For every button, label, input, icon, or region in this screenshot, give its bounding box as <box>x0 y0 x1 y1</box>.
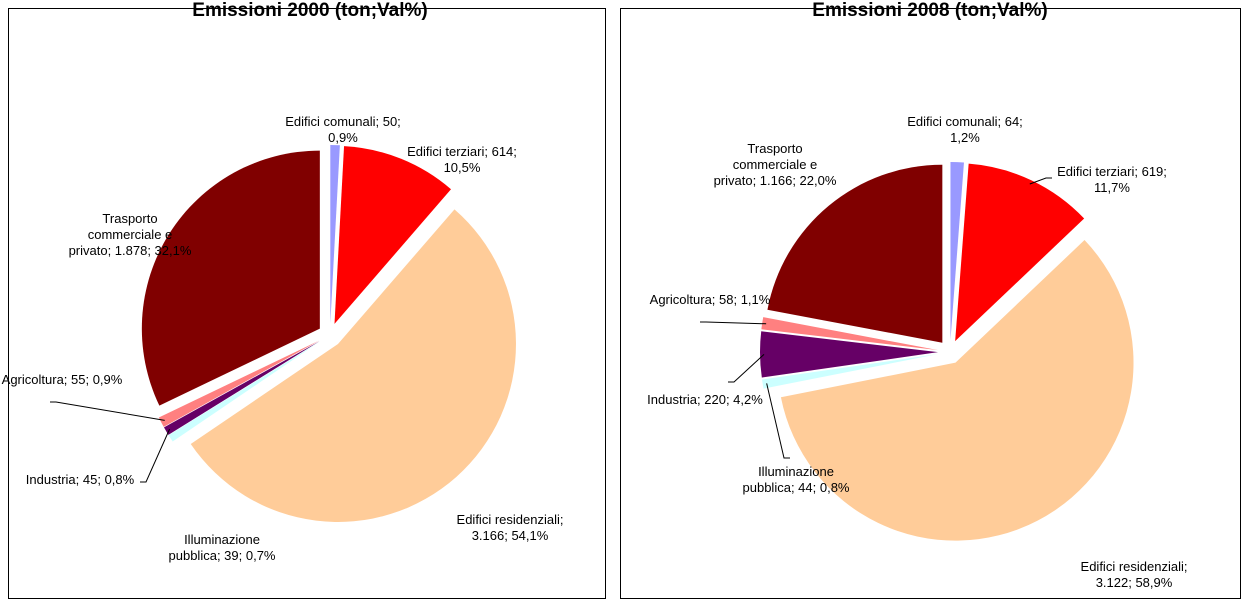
pie-slice <box>780 240 1134 541</box>
data-label: Edifici residenziali; 3.166; 54,1% <box>456 512 564 543</box>
leader-line <box>766 383 790 459</box>
pie-slice <box>190 209 516 522</box>
data-label: Edifici comunali; 64; 1,2% <box>907 114 1023 145</box>
pie-slice <box>950 162 964 341</box>
leader-line <box>1029 177 1052 185</box>
chart-title: Emissioni 2008 (ton;Val%) <box>812 0 1048 21</box>
leader-line <box>700 321 767 325</box>
data-label: Edifici residenziali; 3.122; 58,9% <box>1080 559 1188 590</box>
leader-line <box>728 354 765 383</box>
pie-slice <box>334 146 451 324</box>
pie-slice <box>761 354 939 389</box>
pie-slice <box>761 317 939 351</box>
data-label: Agricoltura; 58; 1,1% <box>649 292 771 307</box>
pie-slice <box>330 145 340 324</box>
pie-slice <box>955 163 1085 342</box>
pie-slice <box>767 164 943 343</box>
leader-line <box>50 401 165 421</box>
pie-slice <box>760 331 939 378</box>
chart-title: Emissioni 2000 (ton;Val%) <box>192 0 428 21</box>
data-label: Edifici comunali; 50; 0,9% <box>285 114 401 145</box>
data-label: Industria; 220; 4,2% <box>647 392 763 407</box>
data-label: Edifici terziari; 619; 11,7% <box>1057 164 1167 195</box>
data-label: Agricoltura; 55; 0,9% <box>1 372 123 387</box>
pie-slice <box>141 150 320 406</box>
data-label: Industria; 45; 0,8% <box>25 472 135 487</box>
pie-slice <box>163 341 320 435</box>
data-label: Edifici terziari; 614; 10,5% <box>407 144 517 175</box>
data-label: Trasporto commerciale e privato; 1.166; … <box>713 141 837 188</box>
pie-slice <box>168 341 320 442</box>
pie-slice <box>158 340 320 427</box>
data-label: Illuminazione pubblica; 39; 0,7% <box>168 532 276 563</box>
data-label: Illuminazione pubblica; 44; 0,8% <box>742 464 850 495</box>
leader-line <box>140 428 171 483</box>
data-label: Trasporto commerciale e privato; 1.878; … <box>68 211 192 258</box>
